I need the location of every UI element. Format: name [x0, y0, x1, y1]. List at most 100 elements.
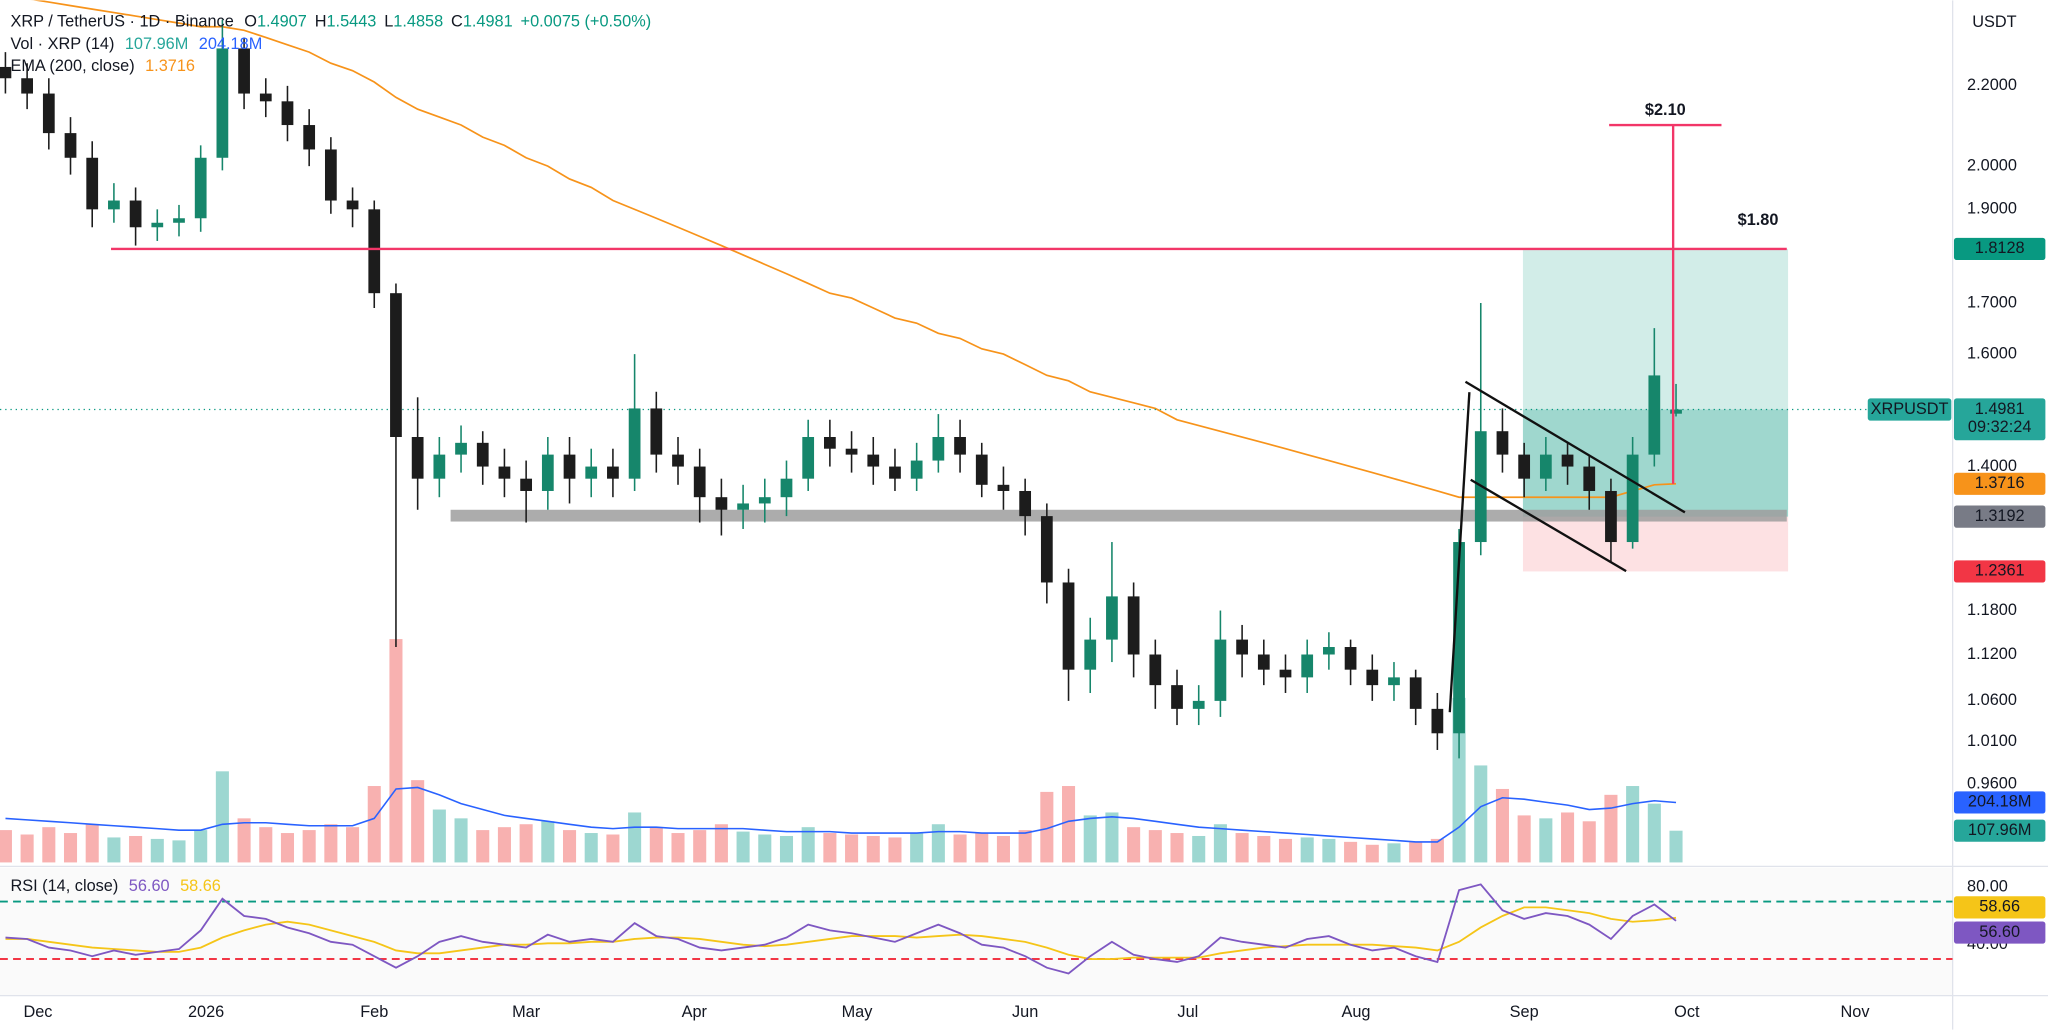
candle-body [1344, 647, 1357, 670]
candle-body [1301, 654, 1314, 678]
rsi-line [5, 883, 1677, 975]
price-tag [1953, 472, 2046, 495]
candle-body [173, 218, 185, 223]
volume-bar [1213, 824, 1227, 863]
candle-body [628, 408, 641, 479]
legend-main: XRP / TetherUS · 1D · Binance O1.4907 H1.5… [10, 13, 651, 31]
volume-bar [1192, 835, 1206, 863]
candle-body [21, 78, 33, 94]
y-tick-label: 1.0100 [1967, 732, 2017, 750]
candle-body [802, 437, 815, 479]
candle-body [476, 442, 489, 467]
candle-body [455, 442, 467, 455]
volume-bar [85, 824, 99, 863]
candle-body [845, 448, 858, 455]
candle-body [0, 66, 12, 79]
y-tick-label: 1.1200 [1967, 645, 2017, 663]
x-tick-label: 2026 [188, 1003, 224, 1021]
main-pane: $2.10 $1.80 [0, 0, 1953, 863]
price-tag-label: 1.3716 [1975, 474, 2025, 492]
y-tick-label: 2.0000 [1967, 156, 2017, 174]
volume-bar [1517, 815, 1531, 863]
candle-body [42, 93, 55, 134]
candle-body [1171, 685, 1183, 709]
volume-bar [1040, 791, 1054, 863]
volume-bar [476, 830, 490, 863]
trend-line [1470, 478, 1627, 573]
volume-bar [693, 830, 707, 863]
candle-body [1062, 582, 1075, 670]
volume-bar [671, 833, 685, 863]
volume-bar [1604, 794, 1618, 863]
candle-body [758, 497, 771, 504]
y-tick-label: 1.6000 [1967, 344, 2017, 362]
candle-body [1019, 490, 1032, 517]
candle-body [498, 466, 511, 479]
candle-body [650, 408, 663, 455]
price-tag [1953, 896, 2046, 919]
candle-body [216, 48, 229, 158]
annotation-label: $1.80 [1738, 211, 1779, 229]
volume-bar [845, 834, 859, 863]
volume-bar [129, 835, 143, 863]
volume-bar [324, 824, 338, 863]
price-tag-label: 1.2361 [1975, 562, 2025, 580]
volume-ma-value: 204.18M [199, 35, 262, 53]
candle-body [1496, 431, 1509, 455]
candle-body [954, 437, 966, 455]
candle-body [1127, 596, 1140, 655]
candle-body [975, 454, 988, 485]
rsi-pane [0, 867, 1953, 996]
candle-body [997, 484, 1010, 491]
price-tag-label: 107.96M [1968, 821, 2031, 839]
candle-body [108, 200, 120, 210]
candle-body [889, 466, 901, 479]
price-tag [1953, 791, 2046, 814]
volume-ma-line [5, 786, 1677, 843]
volume-bar [1148, 830, 1162, 863]
volume-bar [346, 827, 360, 863]
candle-body [715, 497, 728, 510]
candle-body [1648, 375, 1661, 455]
x-tick-label: Aug [1341, 1003, 1370, 1021]
ema-name: EMA (200, close) [10, 57, 134, 75]
price-tag [1953, 237, 2046, 261]
candle-body [281, 101, 294, 126]
volume-bar [823, 833, 837, 863]
x-tick-label: Nov [1841, 1003, 1871, 1021]
candle-body [1583, 466, 1596, 491]
volume-bar [497, 827, 511, 863]
rsi-lines [0, 883, 1953, 975]
price-tag [1953, 560, 2046, 583]
price-tag-label: 1.8128 [1975, 239, 2025, 257]
price-tag-label: 58.66 [1979, 898, 2020, 916]
price-tag [1953, 921, 2046, 944]
price-tag [1953, 505, 2046, 528]
candle-body [368, 209, 381, 294]
price-tag-label: 1.3192 [1975, 507, 2025, 525]
volume-bar [42, 827, 56, 863]
volume-bar [888, 837, 902, 863]
candle-body [64, 133, 77, 158]
candle-body [932, 437, 945, 461]
ema-line [32, 0, 1677, 499]
volume-bar [1626, 786, 1640, 863]
volume-bar [1018, 830, 1032, 863]
candle-body [194, 157, 207, 219]
candle-body [1149, 654, 1162, 686]
volume-bar [779, 835, 794, 863]
volume-bar [302, 830, 316, 863]
volume-bar [280, 833, 295, 863]
legend-volume: Vol · XRP (14) 107.96M 204.18M [10, 35, 262, 53]
volume-bar [801, 827, 815, 863]
candle-body [1366, 669, 1379, 686]
volume-bar [953, 834, 967, 863]
candle-body [867, 454, 880, 467]
volume-bar [1278, 838, 1293, 863]
volume-bar [20, 834, 34, 863]
volume-bar [0, 830, 12, 863]
volume-bar [541, 821, 555, 863]
candle-body [129, 200, 142, 228]
volume-name: Vol · XRP (14) [10, 35, 114, 53]
x-tick-label: Oct [1674, 1003, 1700, 1021]
